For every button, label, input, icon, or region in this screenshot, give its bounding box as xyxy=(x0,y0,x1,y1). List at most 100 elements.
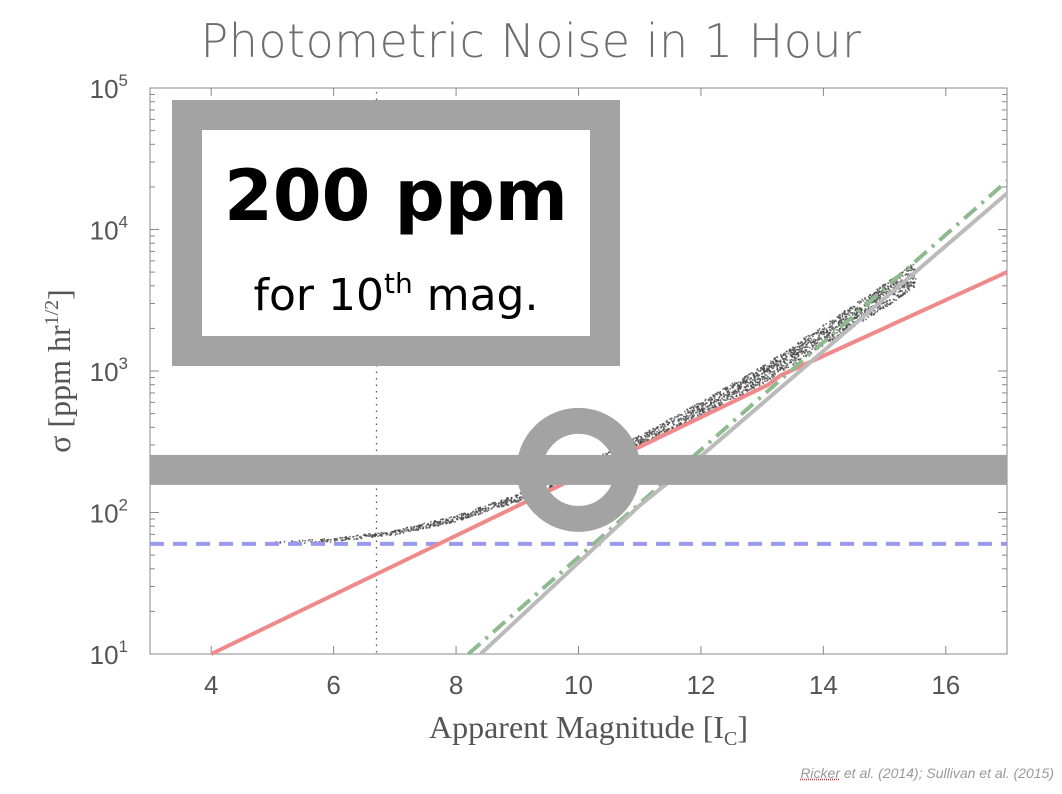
scatter-point xyxy=(662,427,665,429)
scatter-point xyxy=(790,355,792,357)
scatter-point xyxy=(797,355,800,358)
scatter-point xyxy=(884,283,886,286)
scatter-point xyxy=(805,349,808,351)
scatter-point xyxy=(713,401,715,403)
scatter-point xyxy=(906,270,908,272)
scatter-point xyxy=(672,422,674,424)
scatter-point xyxy=(809,340,811,343)
scatter-point xyxy=(841,315,844,317)
scatter-point xyxy=(662,429,664,432)
scatter-point xyxy=(905,268,908,270)
scatter-point xyxy=(750,381,753,383)
scatter-point xyxy=(860,309,862,311)
scatter-point xyxy=(804,341,807,343)
scatter-point xyxy=(363,534,366,537)
scatter-point xyxy=(782,358,785,360)
scatter-point xyxy=(803,346,806,349)
scatter-point xyxy=(320,539,322,541)
scatter-point xyxy=(829,329,831,331)
scatter-point xyxy=(706,406,709,409)
scatter-point xyxy=(677,414,679,416)
scatter-point xyxy=(684,418,686,420)
scatter-point xyxy=(769,378,771,380)
scatter-point xyxy=(908,289,911,291)
scatter-point xyxy=(799,349,801,351)
x-tick-label: 10 xyxy=(564,670,593,700)
scatter-point xyxy=(873,313,875,315)
scatter-point xyxy=(887,287,890,290)
scatter-point xyxy=(398,533,401,535)
scatter-point xyxy=(837,315,839,318)
scatter-point xyxy=(784,354,787,357)
scatter-point xyxy=(822,324,825,326)
scatter-point xyxy=(507,497,509,499)
scatter-point xyxy=(321,539,323,542)
scatter-point xyxy=(773,370,776,372)
scatter-point xyxy=(785,362,787,365)
scatter-point xyxy=(705,402,708,404)
scatter-point xyxy=(517,500,520,503)
scatter-point xyxy=(385,534,388,536)
scatter-point xyxy=(894,285,897,287)
scatter-point xyxy=(772,366,775,369)
scatter-point xyxy=(856,301,859,303)
scatter-point xyxy=(883,287,885,289)
scatter-point xyxy=(477,509,480,511)
scatter-point xyxy=(511,501,514,503)
scatter-point xyxy=(795,353,798,356)
scatter-point xyxy=(870,306,872,308)
scatter-point xyxy=(641,440,643,443)
scatter-point xyxy=(745,389,748,391)
scatter-point xyxy=(899,296,901,298)
scatter-point xyxy=(460,515,463,518)
scatter-point xyxy=(797,354,800,356)
scatter-point xyxy=(747,381,750,384)
scatter-point xyxy=(792,363,794,366)
scatter-point xyxy=(318,541,320,543)
scatter-point xyxy=(602,453,604,456)
scatter-point xyxy=(848,311,851,313)
scatter-point xyxy=(462,514,464,517)
scatter-point xyxy=(903,286,906,289)
scatter-point xyxy=(684,410,686,413)
scatter-point xyxy=(801,352,803,355)
scatter-point xyxy=(417,527,420,530)
scatter-point xyxy=(699,402,701,405)
scatter-point xyxy=(812,340,814,343)
scatter-point xyxy=(767,371,769,373)
scatter-point xyxy=(634,443,636,446)
scatter-point xyxy=(903,284,906,286)
scatter-point xyxy=(811,341,814,344)
scatter-point xyxy=(382,532,385,535)
scatter-point xyxy=(425,525,427,528)
scatter-point xyxy=(829,320,831,323)
scatter-point xyxy=(403,528,405,531)
scatter-point xyxy=(765,376,767,379)
scatter-point xyxy=(751,386,753,389)
scatter-point xyxy=(386,532,388,534)
scatter-point xyxy=(793,353,795,356)
scatter-point xyxy=(744,380,747,382)
scatter-point xyxy=(843,310,846,313)
scatter-point xyxy=(884,291,886,294)
scatter-point xyxy=(825,331,827,334)
scatter-point xyxy=(900,294,902,296)
scatter-point xyxy=(654,432,656,435)
scatter-point xyxy=(720,401,722,403)
scatter-point xyxy=(648,429,651,432)
scatter-point xyxy=(450,516,452,518)
scatter-point xyxy=(910,281,912,284)
scatter-point xyxy=(744,383,747,385)
scatter-point xyxy=(878,306,880,308)
scatter-point xyxy=(652,428,655,431)
scatter-point xyxy=(763,366,765,369)
scatter-point xyxy=(805,336,808,338)
scatter-point xyxy=(712,394,715,396)
scatter-point xyxy=(830,329,832,332)
scatter-point xyxy=(747,385,749,388)
scatter-point xyxy=(510,497,513,499)
scatter-point xyxy=(469,515,472,518)
scatter-point xyxy=(909,280,912,283)
y-tick-label: 105 xyxy=(90,71,128,104)
scatter-point xyxy=(664,425,667,428)
